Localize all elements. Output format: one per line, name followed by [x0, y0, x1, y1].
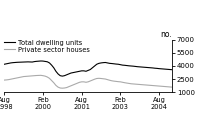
Total dwelling units	[3, 63, 6, 65]
Private sector houses	[61, 87, 64, 89]
Total dwelling units	[50, 64, 53, 66]
Private sector houses	[40, 75, 42, 76]
Private sector houses	[130, 83, 132, 85]
Total dwelling units	[130, 65, 132, 67]
Private sector houses	[46, 76, 49, 78]
Private sector houses	[3, 79, 6, 81]
Line: Private sector houses: Private sector houses	[4, 75, 172, 88]
Total dwelling units	[40, 60, 42, 62]
Total dwelling units	[61, 75, 64, 77]
Total dwelling units	[76, 71, 79, 72]
Private sector houses	[74, 83, 77, 85]
Legend: Total dwelling units, Private sector houses: Total dwelling units, Private sector hou…	[4, 40, 89, 53]
Private sector houses	[171, 86, 173, 88]
Total dwelling units	[46, 61, 49, 63]
Total dwelling units	[104, 62, 107, 63]
Text: no.: no.	[160, 30, 172, 39]
Line: Total dwelling units: Total dwelling units	[4, 61, 172, 76]
Total dwelling units	[74, 71, 77, 73]
Private sector houses	[50, 80, 53, 81]
Total dwelling units	[171, 69, 173, 70]
Private sector houses	[76, 82, 79, 84]
Private sector houses	[104, 78, 107, 80]
